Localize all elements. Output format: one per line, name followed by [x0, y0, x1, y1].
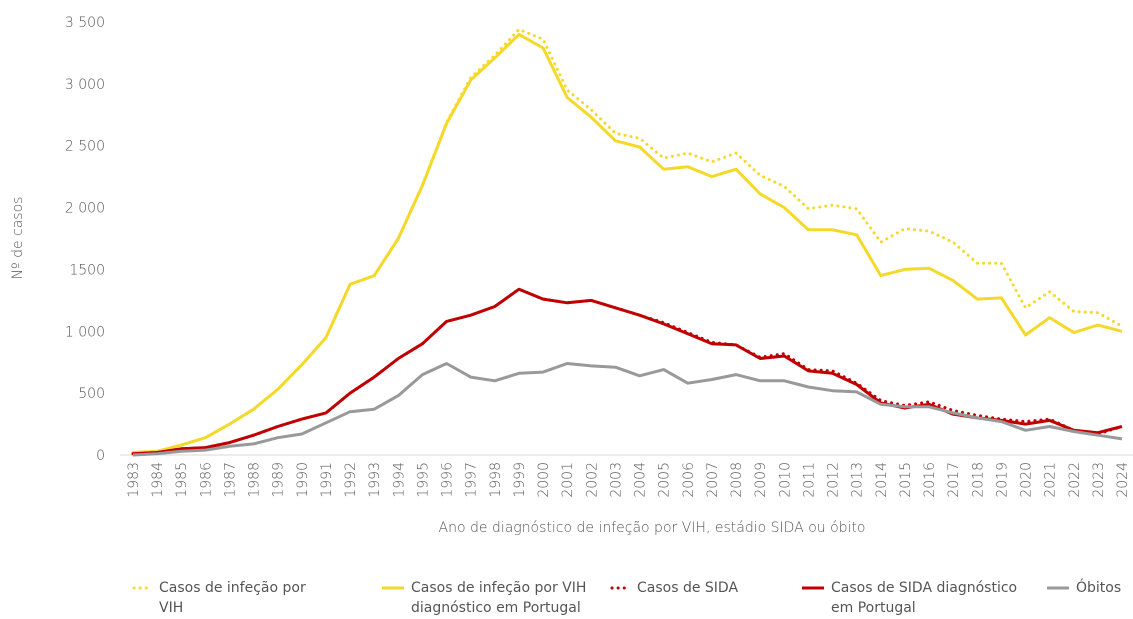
series-line	[132, 362, 1123, 457]
x-tick-label: 2011	[801, 462, 817, 498]
x-tick-label: 1996	[440, 462, 456, 498]
x-tick-label: 2013	[850, 462, 866, 498]
legend-item: Casos de SIDA	[610, 578, 780, 598]
chart: Nº de casos Ano de diagnóstico de infeçã…	[10, 15, 1133, 536]
y-tick-label: 2 000	[65, 201, 105, 217]
series-line	[132, 32, 1123, 454]
y-tick-label: 1 000	[65, 324, 105, 340]
y-tick-label: 3 000	[65, 77, 105, 93]
x-tick-label: 1986	[198, 462, 214, 498]
legend-item: Casos de SIDA diagnóstico em Portugal	[800, 578, 1020, 618]
legend-swatch	[132, 586, 154, 590]
x-tick-label: 2001	[560, 462, 576, 498]
y-tick-label: 3 500	[65, 15, 105, 31]
x-tick-label: 1988	[247, 462, 263, 498]
legend-item: Óbitos	[1045, 578, 1133, 598]
x-tick-label: 1997	[464, 462, 480, 498]
legend-label: Casos de infeção por VIH	[159, 580, 306, 616]
x-tick-label: 1994	[391, 462, 407, 498]
x-tick-label: 2022	[1067, 462, 1083, 498]
x-tick-label: 1985	[174, 462, 190, 498]
x-tick-label: 2016	[922, 462, 938, 498]
x-tick-label: 2009	[753, 462, 769, 498]
legend-item: Casos de infeção por VIH	[132, 578, 332, 618]
x-tick-label: 2023	[1091, 462, 1107, 498]
y-tick-label: 0	[96, 448, 105, 464]
legend-swatch	[1047, 586, 1069, 590]
x-tick-label: 2019	[994, 462, 1010, 498]
legend-label: Casos de infeção por VIH diagnóstico em …	[411, 580, 587, 616]
x-tick-label: 1995	[415, 462, 431, 498]
y-tick-label: 2 500	[65, 139, 105, 155]
x-tick-label: 2018	[970, 462, 986, 498]
legend-swatch	[610, 586, 632, 590]
x-tick-label: 2020	[1019, 462, 1035, 498]
x-tick-label: 2010	[777, 462, 793, 498]
x-tick-label: 2005	[657, 462, 673, 498]
x-tick-label: 2014	[874, 462, 890, 498]
x-tick-label: 1989	[271, 462, 287, 498]
x-tick-label: 2024	[1115, 462, 1131, 498]
x-tick-label: 2002	[584, 462, 600, 498]
x-tick-label: 1999	[512, 462, 528, 498]
x-tick-label: 2015	[898, 462, 914, 498]
y-tick-label: 500	[78, 386, 105, 402]
x-tick-label: 2004	[633, 462, 649, 498]
x-tick-label: 2003	[608, 462, 624, 498]
legend-label: Óbitos	[1076, 580, 1122, 596]
x-tick-label: 1998	[488, 462, 504, 498]
x-tick-label: 1993	[367, 462, 383, 498]
x-tick-label: 2008	[729, 462, 745, 498]
x-tick-label: 1992	[343, 462, 359, 498]
x-tick-label: 1984	[150, 462, 166, 498]
legend-label: Casos de SIDA diagnóstico em Portugal	[831, 580, 1018, 616]
y-tick-label: 1500	[69, 262, 105, 278]
x-tick-label: 1991	[319, 462, 335, 498]
series-line	[131, 27, 1124, 454]
x-tick-label: 1983	[126, 462, 142, 498]
x-tick-label: 1987	[222, 462, 238, 498]
x-tick-label: 2000	[536, 462, 552, 498]
x-tick-label: 2021	[1043, 462, 1059, 498]
legend-item: Casos de infeção por VIH diagnóstico em …	[380, 578, 590, 618]
x-tick-label: 2012	[826, 462, 842, 498]
x-tick-label: 2017	[946, 462, 962, 498]
x-axis-label: Ano de diagnóstico de infeção por VIH, e…	[439, 520, 866, 536]
x-tick-label: 2006	[681, 462, 697, 498]
legend-label: Casos de SIDA	[637, 580, 739, 596]
legend-swatch	[382, 586, 404, 590]
legend-swatch	[802, 586, 824, 590]
x-tick-label: 1990	[295, 462, 311, 498]
x-tick-label: 2007	[705, 462, 721, 498]
y-axis-label: Nº de casos	[10, 197, 26, 280]
